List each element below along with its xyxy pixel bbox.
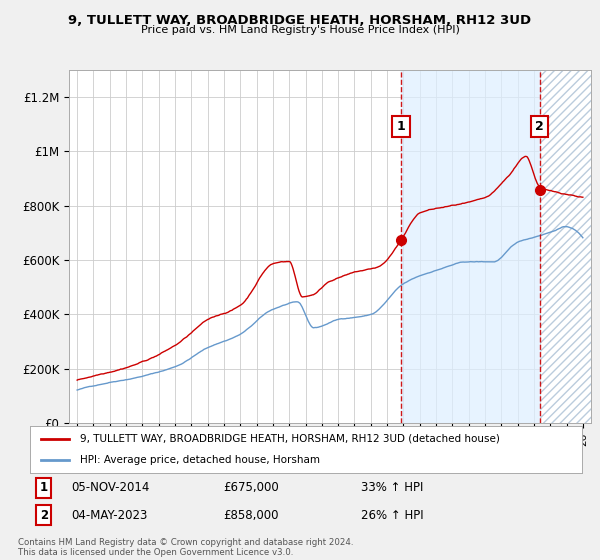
Text: 9, TULLETT WAY, BROADBRIDGE HEATH, HORSHAM, RH12 3UD: 9, TULLETT WAY, BROADBRIDGE HEATH, HORSH…: [68, 14, 532, 27]
Text: 2: 2: [535, 120, 544, 133]
Text: Contains HM Land Registry data © Crown copyright and database right 2024.
This d: Contains HM Land Registry data © Crown c…: [18, 538, 353, 557]
Bar: [539, 70, 591, 423]
Text: 2: 2: [40, 509, 48, 522]
Text: 26% ↑ HPI: 26% ↑ HPI: [361, 509, 424, 522]
Bar: [401, 70, 539, 423]
Text: 05-NOV-2014: 05-NOV-2014: [71, 481, 150, 494]
Bar: [539, 70, 591, 423]
Text: Price paid vs. HM Land Registry's House Price Index (HPI): Price paid vs. HM Land Registry's House …: [140, 25, 460, 35]
Text: 33% ↑ HPI: 33% ↑ HPI: [361, 481, 424, 494]
Text: 04-MAY-2023: 04-MAY-2023: [71, 509, 148, 522]
Text: 1: 1: [40, 481, 48, 494]
Text: HPI: Average price, detached house, Horsham: HPI: Average price, detached house, Hors…: [80, 455, 320, 465]
Text: £858,000: £858,000: [223, 509, 278, 522]
Text: £675,000: £675,000: [223, 481, 279, 494]
Text: 9, TULLETT WAY, BROADBRIDGE HEATH, HORSHAM, RH12 3UD (detached house): 9, TULLETT WAY, BROADBRIDGE HEATH, HORSH…: [80, 434, 500, 444]
Text: 1: 1: [397, 120, 406, 133]
